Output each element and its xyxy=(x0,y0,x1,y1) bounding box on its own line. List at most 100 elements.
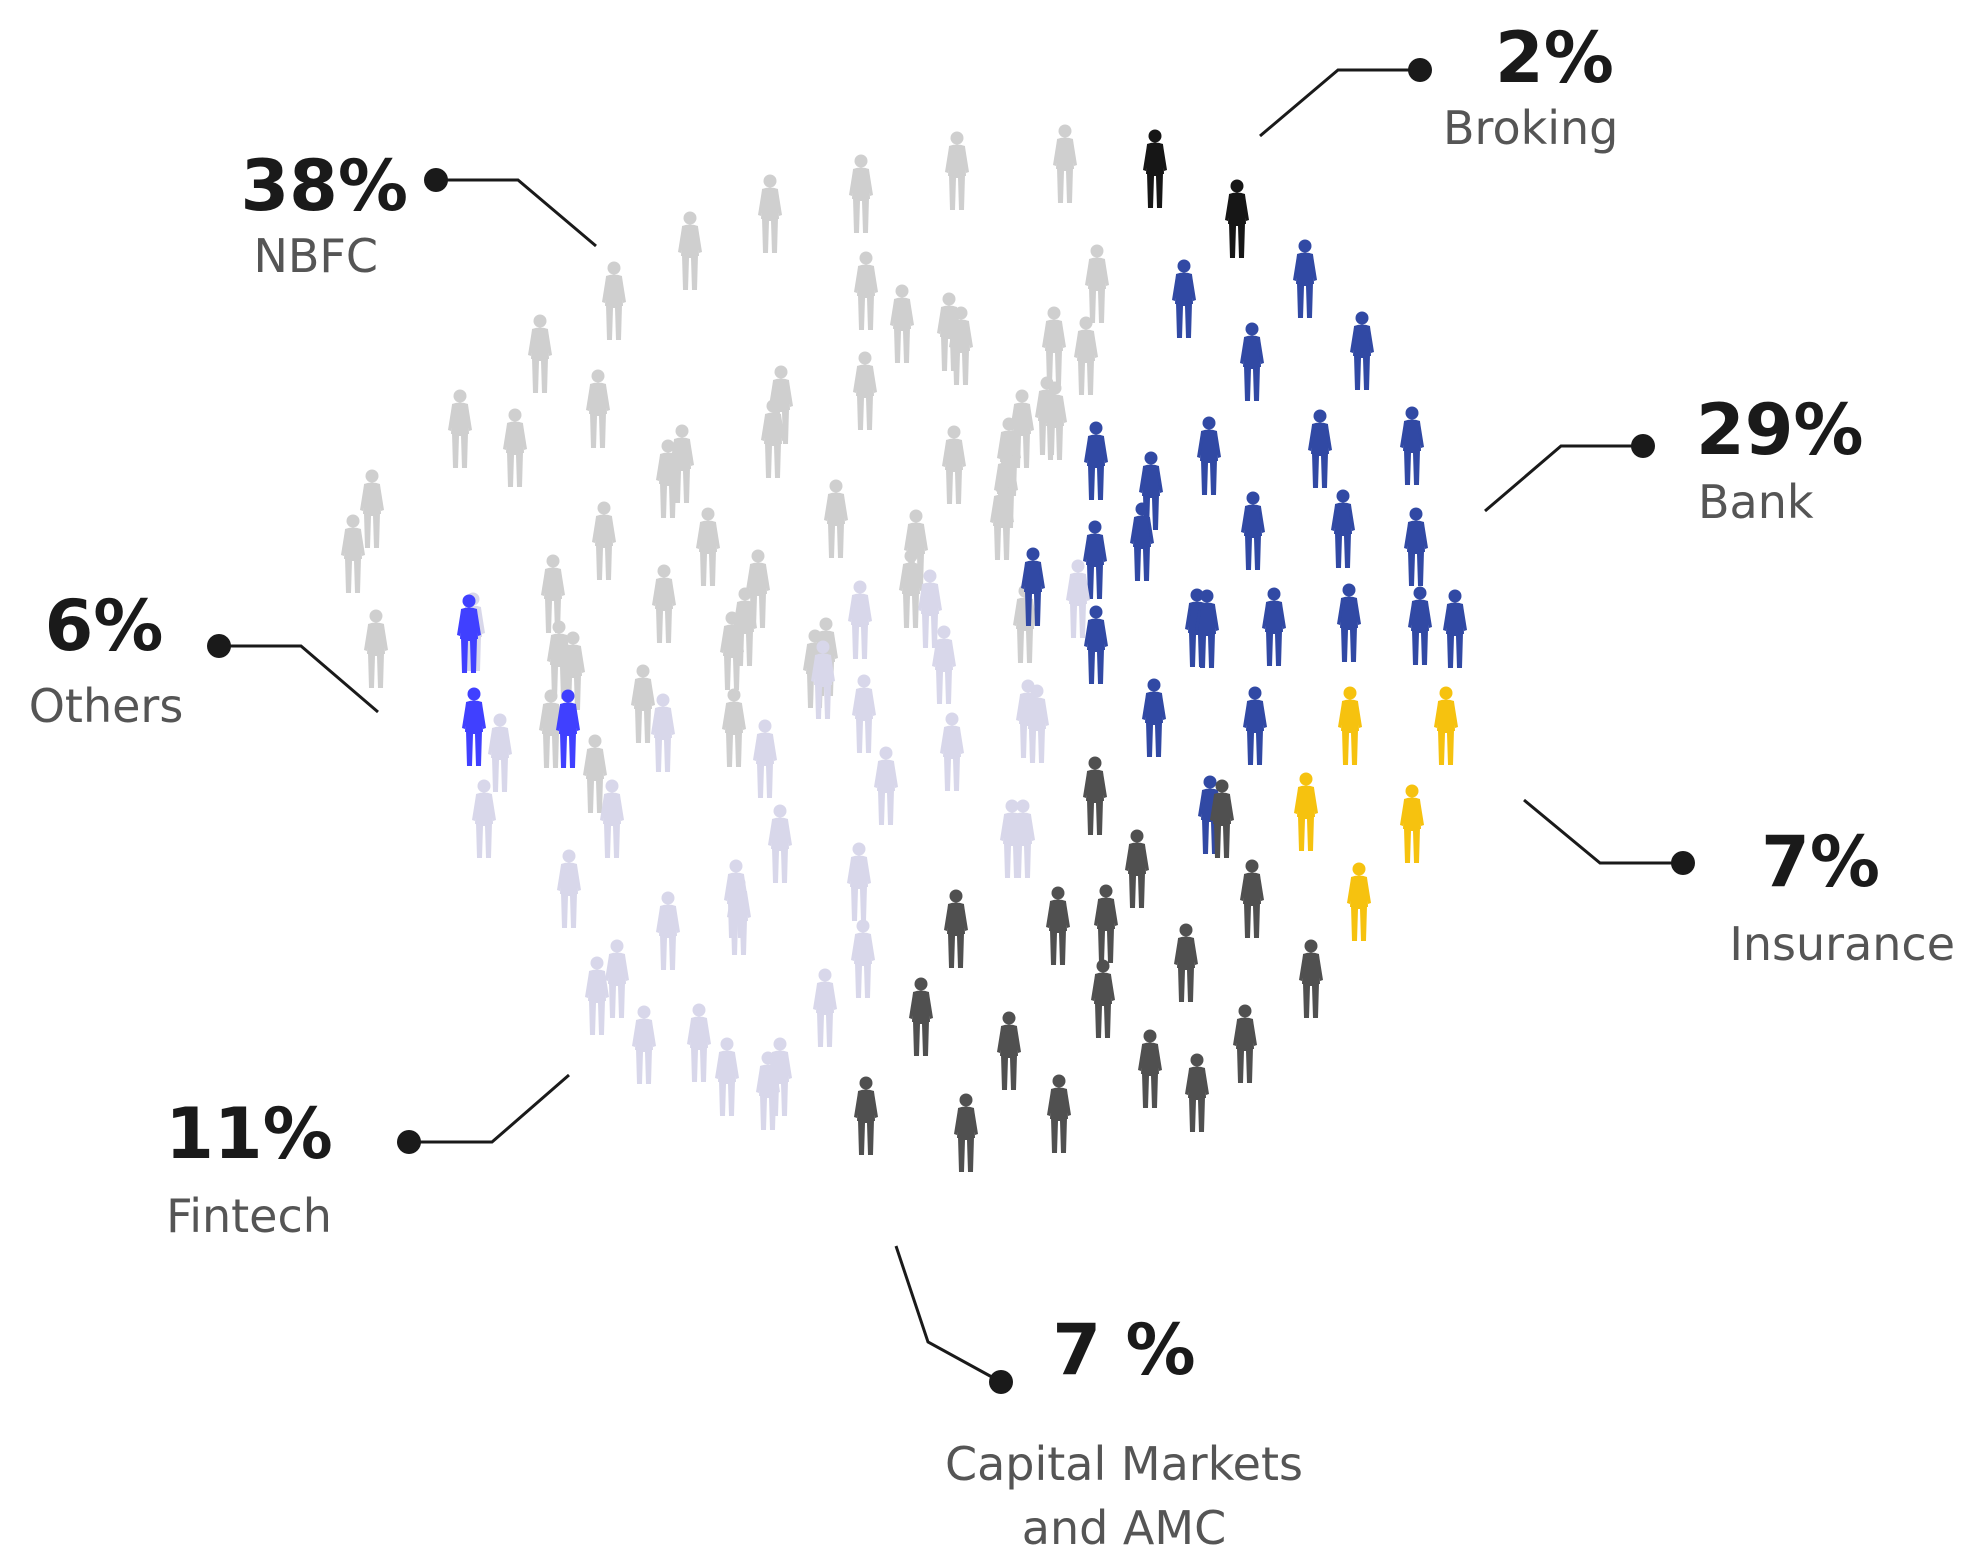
person-figure-nbfc xyxy=(1013,584,1037,663)
person-figure-fintech xyxy=(727,876,751,955)
callout-others: 6% Others xyxy=(29,585,379,733)
person-figure-bank xyxy=(1084,605,1108,684)
person-figure-fintech xyxy=(1011,799,1035,878)
person-figure-bank xyxy=(1240,322,1264,401)
person-figure-nbfc xyxy=(602,261,626,340)
person-figure-bank xyxy=(1243,686,1267,765)
person-figure-capital xyxy=(854,1076,878,1155)
person-figure-bank xyxy=(1083,520,1107,599)
person-figure-nbfc xyxy=(1074,316,1098,395)
value-broking: 2% xyxy=(1495,17,1614,99)
leader-line-broking xyxy=(1259,68,1420,138)
person-figure-bank xyxy=(1404,507,1428,586)
person-figure-capital xyxy=(1083,756,1107,835)
person-figure-nbfc xyxy=(670,424,694,503)
person-figure-nbfc xyxy=(586,369,610,448)
value-insurance: 7% xyxy=(1761,821,1880,903)
person-figure-bank xyxy=(1172,259,1196,338)
person-figure-bank xyxy=(1331,489,1355,568)
value-others: 6% xyxy=(45,585,164,667)
person-figure-nbfc xyxy=(990,481,1014,560)
person-figure-fintech xyxy=(811,640,835,719)
person-figure-fintech xyxy=(557,849,581,928)
person-figure-broking xyxy=(1143,129,1167,208)
person-figure-fintech xyxy=(874,746,898,825)
leader-dot-bank xyxy=(1631,434,1655,458)
person-figure-bank xyxy=(1197,416,1221,495)
label-nbfc: NBFC xyxy=(253,229,378,283)
person-figure-nbfc xyxy=(592,501,616,580)
person-figure-capital xyxy=(954,1093,978,1172)
callout-nbfc: 38% NBFC xyxy=(240,145,597,283)
person-figure-fintech xyxy=(1016,679,1040,758)
person-figure-bank xyxy=(1195,589,1219,668)
person-figure-fintech xyxy=(632,1005,656,1084)
person-figure-nbfc xyxy=(722,688,746,767)
person-figure-fintech xyxy=(918,569,942,648)
person-figure-capital xyxy=(1138,1029,1162,1108)
person-figure-nbfc xyxy=(448,389,472,468)
person-figure-fintech xyxy=(847,842,871,921)
person-figure-nbfc xyxy=(341,514,365,593)
person-figure-nbfc xyxy=(945,131,969,210)
leader-line-fintech xyxy=(409,1073,570,1144)
leader-line-others xyxy=(219,644,379,714)
value-capital-markets: 7 % xyxy=(1052,1309,1195,1391)
person-figure-capital xyxy=(1240,859,1264,938)
label-capital-markets-line2: and AMC xyxy=(1022,1501,1226,1552)
callout-insurance: 7% Insurance xyxy=(1523,798,1955,971)
person-figure-nbfc xyxy=(1010,389,1034,468)
person-figure-fintech xyxy=(605,939,629,1018)
person-figure-fintech xyxy=(768,804,792,883)
person-figure-bank xyxy=(1337,583,1361,662)
person-figure-bank xyxy=(1350,311,1374,390)
person-figure-capital xyxy=(997,1011,1021,1090)
person-figure-bank xyxy=(1443,589,1467,668)
person-figure-fintech xyxy=(687,1003,711,1082)
person-figure-capital xyxy=(1210,779,1234,858)
person-figure-nbfc xyxy=(937,292,961,371)
person-figure-bank xyxy=(1408,586,1432,665)
person-figure-capital xyxy=(1125,829,1149,908)
person-figure-nbfc xyxy=(1042,306,1066,385)
person-figure-fintech xyxy=(852,674,876,753)
person-figure-insurance xyxy=(1294,772,1318,851)
person-figure-fintech xyxy=(753,719,777,798)
person-figure-capital xyxy=(1094,884,1118,963)
person-figure-insurance xyxy=(1338,686,1362,765)
person-figure-fintech xyxy=(848,580,872,659)
label-capital-markets-line1: Capital Markets xyxy=(945,1437,1303,1491)
callout-broking: 2% Broking xyxy=(1259,17,1618,155)
value-fintech: 11% xyxy=(165,1093,333,1175)
person-figure-fintech xyxy=(932,625,956,704)
person-figure-capital xyxy=(1174,923,1198,1002)
person-figure-fintech xyxy=(1066,559,1090,638)
person-figure-fintech xyxy=(651,693,675,772)
person-figure-nbfc xyxy=(503,408,527,487)
person-figure-others xyxy=(462,687,486,766)
label-bank: Bank xyxy=(1698,475,1814,529)
person-figure-nbfc xyxy=(1085,244,1109,323)
person-figure-nbfc xyxy=(733,587,757,666)
person-figure-bank xyxy=(1142,678,1166,757)
person-figure-insurance xyxy=(1434,686,1458,765)
person-figure-nbfc xyxy=(758,174,782,253)
person-figure-nbfc xyxy=(853,351,877,430)
leader-dot-fintech xyxy=(397,1130,421,1154)
person-figure-insurance xyxy=(1400,784,1424,863)
person-figure-nbfc xyxy=(904,509,928,588)
person-figure-fintech xyxy=(851,919,875,998)
person-figure-nbfc xyxy=(1053,124,1077,203)
person-figure-capital xyxy=(1046,886,1070,965)
person-figure-bank xyxy=(1262,587,1286,666)
person-figure-capital xyxy=(1233,1004,1257,1083)
person-figure-bank xyxy=(1308,409,1332,488)
person-figure-nbfc xyxy=(631,664,655,743)
person-figure-bank xyxy=(1293,239,1317,318)
person-figure-fintech xyxy=(656,891,680,970)
leader-line-bank xyxy=(1484,444,1643,513)
person-figure-fintech xyxy=(488,713,512,792)
leader-dot-broking xyxy=(1408,58,1432,82)
people-cloud xyxy=(341,124,1467,1172)
